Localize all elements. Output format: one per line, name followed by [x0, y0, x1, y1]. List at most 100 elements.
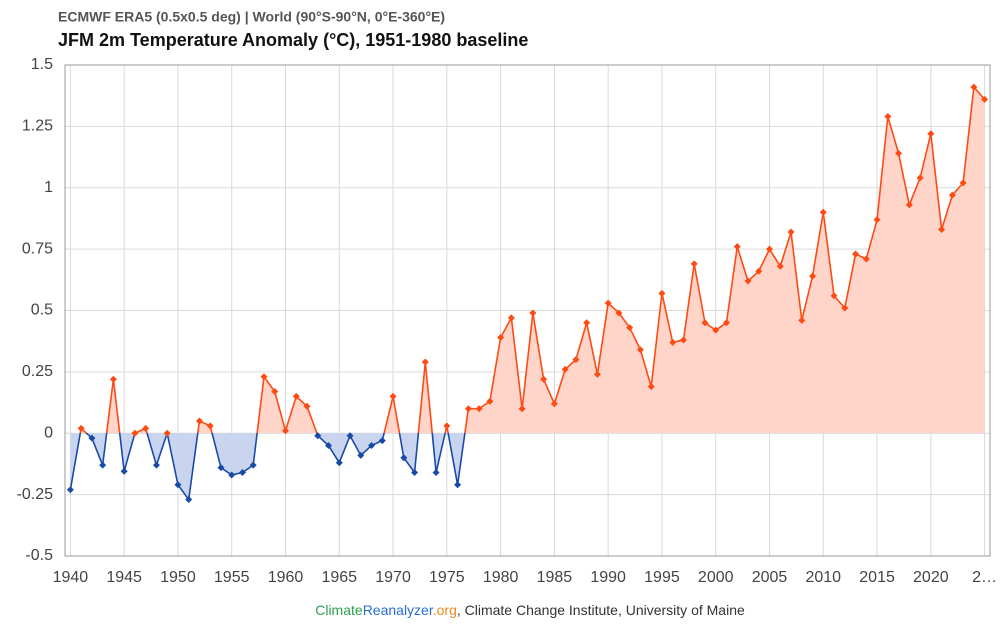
x-tick-label: 2020	[913, 569, 949, 586]
point	[238, 469, 246, 477]
point	[540, 375, 548, 383]
point	[497, 334, 505, 342]
chart-title: JFM 2m Temperature Anomaly (°C), 1951-19…	[58, 30, 528, 50]
point	[733, 243, 741, 251]
point	[303, 402, 311, 410]
point	[787, 228, 795, 236]
point	[862, 255, 870, 263]
source-part: Climate	[315, 602, 363, 618]
point	[658, 289, 666, 297]
point	[206, 422, 214, 430]
point	[895, 149, 903, 157]
chart-subtitle: ECMWF ERA5 (0.5x0.5 deg) | World (90°S-9…	[58, 9, 445, 25]
x-tick-label: 1970	[375, 569, 411, 586]
point	[389, 392, 397, 400]
point	[518, 405, 526, 413]
y-tick-label: 1.5	[31, 56, 53, 73]
y-tick-label: 0.25	[22, 363, 53, 380]
x-tick-label: 1980	[483, 569, 519, 586]
point	[185, 496, 193, 504]
point	[626, 324, 634, 332]
point	[249, 461, 257, 469]
point	[66, 486, 74, 494]
point	[561, 365, 569, 373]
point	[529, 309, 537, 317]
point	[314, 432, 322, 440]
point	[368, 442, 376, 450]
point	[873, 216, 881, 224]
point	[195, 417, 203, 425]
point	[722, 319, 730, 327]
x-tick-label: 2000	[698, 569, 734, 586]
plot-border	[64, 64, 991, 557]
point	[809, 272, 817, 280]
point	[99, 461, 107, 469]
point	[572, 356, 580, 364]
point	[852, 250, 860, 258]
point	[647, 383, 655, 391]
point	[507, 314, 515, 322]
point	[142, 424, 150, 432]
point	[217, 464, 225, 472]
point	[131, 429, 139, 437]
point	[938, 225, 946, 233]
y-tick-label: -0.5	[25, 547, 53, 564]
x-tick-label: 1965	[321, 569, 357, 586]
point	[690, 260, 698, 268]
point	[400, 454, 408, 462]
point	[77, 424, 85, 432]
point	[260, 373, 268, 381]
point	[486, 397, 494, 405]
point	[970, 83, 978, 91]
point	[163, 429, 171, 437]
point	[841, 304, 849, 312]
point	[679, 336, 687, 344]
x-tick-label: 2015	[859, 569, 895, 586]
y-tick-label: 1	[44, 179, 53, 196]
point	[959, 179, 967, 187]
point	[443, 422, 451, 430]
point	[636, 346, 644, 354]
point	[830, 292, 838, 300]
x-tick-label: 1975	[429, 569, 465, 586]
point	[884, 113, 892, 121]
point	[325, 442, 333, 450]
point	[981, 95, 989, 103]
point	[948, 191, 956, 199]
x-tick-label: 1955	[214, 569, 250, 586]
point	[819, 208, 827, 216]
y-tick-label: 0.75	[22, 240, 53, 257]
line	[69, 85, 986, 502]
point	[346, 432, 354, 440]
source-part: , Climate Change Institute, University o…	[457, 602, 745, 618]
point	[927, 130, 935, 138]
x-tick-label: 1995	[644, 569, 680, 586]
x-tick-label: 1940	[53, 569, 89, 586]
x-tick-label: 2005	[752, 569, 788, 586]
point	[432, 469, 440, 477]
point	[712, 326, 720, 334]
point	[174, 481, 182, 489]
x-tick-label: 1960	[268, 569, 304, 586]
point	[378, 437, 386, 445]
point	[593, 370, 601, 378]
point	[411, 469, 419, 477]
point	[454, 481, 462, 489]
point	[701, 319, 709, 327]
source-part: Reanalyzer	[363, 602, 434, 618]
x-tick-label: 2…	[972, 569, 997, 586]
y-tick-label: 1.25	[22, 118, 53, 135]
point	[615, 309, 623, 317]
y-tick-label: -0.25	[17, 486, 54, 503]
point	[755, 267, 763, 275]
x-tick-label: 2010	[805, 569, 841, 586]
point	[152, 461, 160, 469]
y-tick-label: 0	[44, 424, 53, 441]
point	[905, 201, 913, 209]
source-part: .org	[433, 602, 457, 618]
x-tick-label: 1950	[160, 569, 196, 586]
point	[798, 316, 806, 324]
point	[335, 459, 343, 467]
point	[604, 299, 612, 307]
